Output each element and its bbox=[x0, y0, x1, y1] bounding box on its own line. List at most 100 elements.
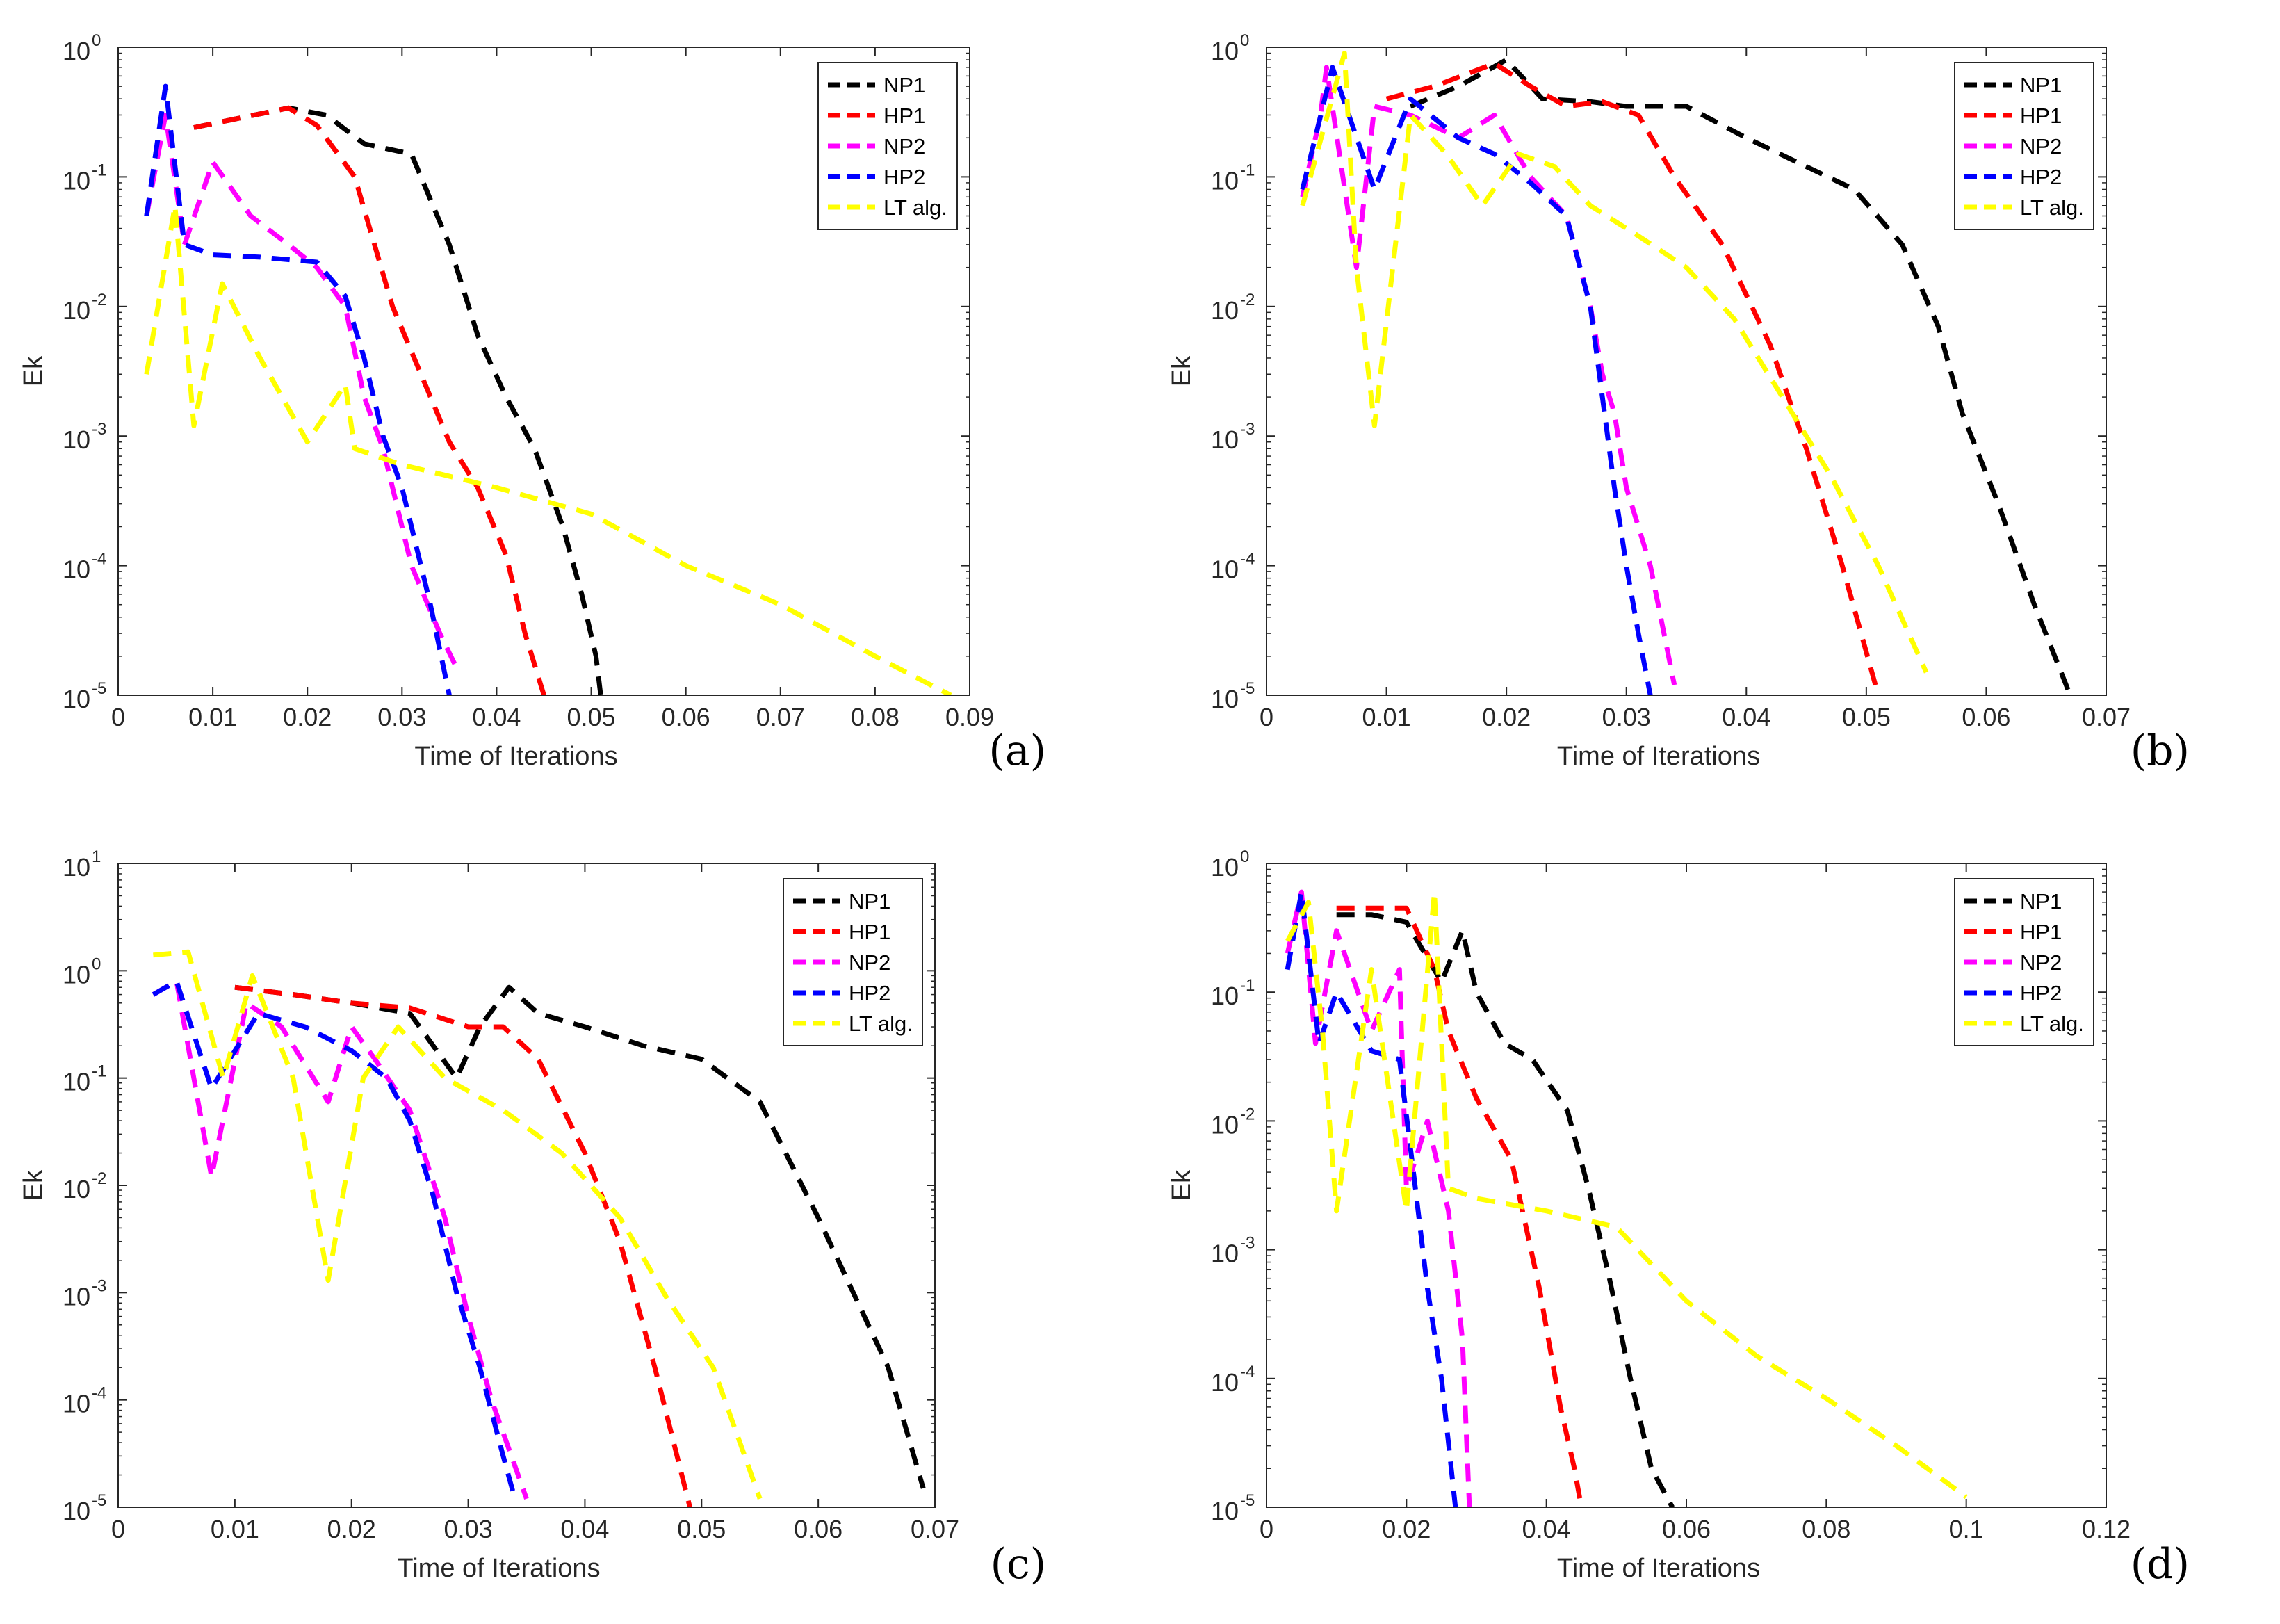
legend-label: LT alg. bbox=[883, 195, 947, 220]
y-tick-exponent: -4 bbox=[1240, 1363, 1255, 1381]
y-tick-label: 10 bbox=[63, 166, 90, 195]
x-tick-label: 0 bbox=[111, 1515, 125, 1543]
x-tick-label: 0 bbox=[1260, 1515, 1273, 1543]
y-tick-label: 10 bbox=[63, 1390, 90, 1418]
plot-area bbox=[1285, 889, 1968, 1507]
legend-label: HP1 bbox=[849, 920, 890, 944]
series-line-lt-alg- bbox=[153, 949, 763, 1500]
x-axis-title: Time of Iterations bbox=[1557, 1554, 1760, 1583]
y-tick-label: 10 bbox=[1211, 685, 1239, 713]
y-tick-label: 10 bbox=[1211, 555, 1239, 584]
x-tick-label: 0.01 bbox=[188, 703, 237, 731]
y-tick-label: 10 bbox=[63, 1497, 90, 1525]
series-line-np2 bbox=[144, 113, 462, 674]
legend-box bbox=[1954, 878, 2094, 1046]
series-line-hp2 bbox=[1300, 65, 1653, 695]
x-tick-label: 0.09 bbox=[945, 703, 994, 731]
x-tick-label: 0.04 bbox=[560, 1515, 609, 1543]
series-line-np2 bbox=[1285, 889, 1472, 1507]
series-line-np1 bbox=[1336, 912, 1675, 1507]
x-tick-label: 0.08 bbox=[1802, 1515, 1850, 1543]
panel-label: (b) bbox=[2131, 726, 2190, 775]
x-tick-label: 0.07 bbox=[756, 703, 805, 731]
y-tick-exponent: 1 bbox=[92, 847, 101, 866]
y-axis-title: Ek bbox=[19, 1169, 48, 1201]
y-tick-label: 10 bbox=[1211, 296, 1239, 325]
series-line-hp1 bbox=[193, 105, 546, 695]
x-tick-label: 0.04 bbox=[1522, 1515, 1571, 1543]
legend-label: LT alg. bbox=[849, 1012, 913, 1036]
chart-panel-d: 0 0.02 0.04 0.06 0.08 0.1 0.1210-510-410-310-2… bbox=[1167, 847, 2190, 1589]
legend-box bbox=[1954, 62, 2094, 230]
y-tick-label: 10 bbox=[1211, 166, 1239, 195]
axes-box bbox=[117, 47, 970, 696]
y-tick-exponent: -3 bbox=[1240, 1234, 1255, 1253]
series-line-hp1 bbox=[1336, 905, 1584, 1507]
legend-box bbox=[817, 62, 958, 230]
legend-box bbox=[783, 878, 923, 1046]
y-tick-exponent: -5 bbox=[1240, 1491, 1255, 1510]
x-tick-label: 0.02 bbox=[327, 1515, 376, 1543]
legend-label: HP2 bbox=[883, 165, 925, 189]
series-line-np2 bbox=[152, 978, 529, 1500]
legend-label: HP1 bbox=[883, 104, 925, 128]
legend: NP1 HP1 NP2 HP2 LT alg. bbox=[1954, 62, 2094, 230]
y-tick-exponent: -4 bbox=[92, 550, 106, 569]
y-tick-exponent: -2 bbox=[1240, 1105, 1255, 1123]
plot-area bbox=[144, 83, 952, 695]
x-tick-label: 0.01 bbox=[211, 1515, 259, 1543]
y-axis-title: Ek bbox=[1167, 1169, 1196, 1201]
series-line-lt-alg- bbox=[144, 203, 952, 695]
y-tick-label: 10 bbox=[1211, 1497, 1239, 1525]
y-tick-label: 10 bbox=[63, 853, 90, 882]
y-tick-exponent: 0 bbox=[92, 955, 101, 973]
legend: NP1 HP1 NP2 HP2 LT alg. bbox=[783, 878, 923, 1046]
y-tick-exponent: -5 bbox=[1240, 679, 1255, 698]
x-axis-title: Time of Iterations bbox=[1557, 742, 1760, 771]
y-tick-exponent: -1 bbox=[1240, 976, 1255, 995]
legend-label: HP1 bbox=[2020, 920, 2062, 944]
y-tick-exponent: -2 bbox=[92, 291, 106, 309]
y-tick-label: 10 bbox=[63, 37, 90, 65]
y-tick-label: 10 bbox=[63, 1068, 90, 1096]
y-tick-label: 10 bbox=[63, 555, 90, 584]
x-tick-label: 0.05 bbox=[1842, 703, 1891, 731]
x-tick-label: 0.02 bbox=[283, 703, 332, 731]
series-line-hp2 bbox=[1285, 889, 1458, 1507]
y-tick-exponent: -3 bbox=[92, 1276, 106, 1295]
legend-label: LT alg. bbox=[2020, 1012, 2084, 1036]
legend-label: NP2 bbox=[2020, 950, 2062, 975]
legend-label: NP1 bbox=[2020, 73, 2062, 97]
y-tick-exponent: -4 bbox=[92, 1384, 106, 1403]
series-line-hp1 bbox=[1385, 60, 1881, 695]
series-line-np2 bbox=[1300, 65, 1677, 685]
panel-label: (c) bbox=[991, 1540, 1046, 1589]
y-tick-label: 10 bbox=[63, 685, 90, 713]
x-tick-label: 0.12 bbox=[2082, 1515, 2131, 1543]
y-tick-label: 10 bbox=[63, 1282, 90, 1310]
legend-label: LT alg. bbox=[2020, 195, 2084, 220]
y-tick-label: 10 bbox=[1211, 1368, 1239, 1397]
x-axis-title: Time of Iterations bbox=[414, 742, 617, 771]
y-tick-label: 10 bbox=[63, 425, 90, 454]
y-tick-label: 10 bbox=[63, 296, 90, 325]
legend-label: HP1 bbox=[2020, 104, 2062, 128]
y-tick-label: 10 bbox=[1211, 37, 1239, 65]
y-tick-exponent: -2 bbox=[92, 1169, 106, 1188]
y-tick-label: 10 bbox=[63, 1175, 90, 1203]
x-tick-label: 0.07 bbox=[2082, 703, 2131, 731]
y-tick-exponent: -1 bbox=[1240, 161, 1255, 179]
x-tick-label: 0.04 bbox=[472, 703, 521, 731]
legend-label: NP1 bbox=[883, 73, 925, 97]
y-tick-exponent: -1 bbox=[92, 1062, 106, 1081]
legend-label: HP2 bbox=[2020, 981, 2062, 1005]
series-line-hp2 bbox=[144, 83, 452, 695]
x-tick-label: 0.04 bbox=[1722, 703, 1770, 731]
y-tick-exponent: -5 bbox=[92, 1491, 106, 1510]
plot-area bbox=[1300, 51, 2073, 695]
y-tick-label: 10 bbox=[63, 960, 90, 989]
legend: NP1 HP1 NP2 HP2 LT alg. bbox=[1954, 878, 2094, 1046]
